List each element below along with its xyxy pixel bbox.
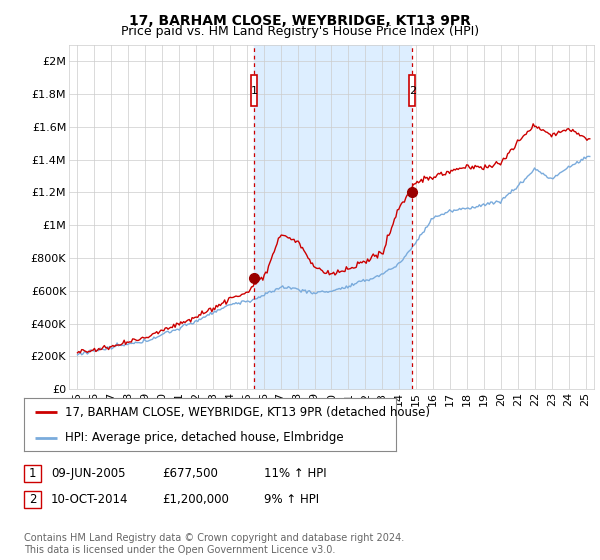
Text: 2: 2 [409, 86, 416, 96]
Text: 2: 2 [29, 493, 36, 506]
Bar [251, 75, 257, 106]
Text: 1: 1 [29, 466, 36, 480]
Text: 17, BARHAM CLOSE, WEYBRIDGE, KT13 9PR (detached house): 17, BARHAM CLOSE, WEYBRIDGE, KT13 9PR (d… [65, 406, 430, 419]
Text: 11% ↑ HPI: 11% ↑ HPI [264, 466, 326, 480]
Text: 09-JUN-2005: 09-JUN-2005 [51, 466, 125, 480]
Text: 1: 1 [251, 86, 258, 96]
Text: 10-OCT-2014: 10-OCT-2014 [51, 493, 128, 506]
Text: Price paid vs. HM Land Registry's House Price Index (HPI): Price paid vs. HM Land Registry's House … [121, 25, 479, 38]
Bar [409, 75, 415, 106]
Text: 17, BARHAM CLOSE, WEYBRIDGE, KT13 9PR: 17, BARHAM CLOSE, WEYBRIDGE, KT13 9PR [129, 14, 471, 28]
Text: £677,500: £677,500 [162, 466, 218, 480]
Text: HPI: Average price, detached house, Elmbridge: HPI: Average price, detached house, Elmb… [65, 431, 344, 444]
Text: £1,200,000: £1,200,000 [162, 493, 229, 506]
Text: 9% ↑ HPI: 9% ↑ HPI [264, 493, 319, 506]
Text: Contains HM Land Registry data © Crown copyright and database right 2024.
This d: Contains HM Land Registry data © Crown c… [24, 533, 404, 555]
